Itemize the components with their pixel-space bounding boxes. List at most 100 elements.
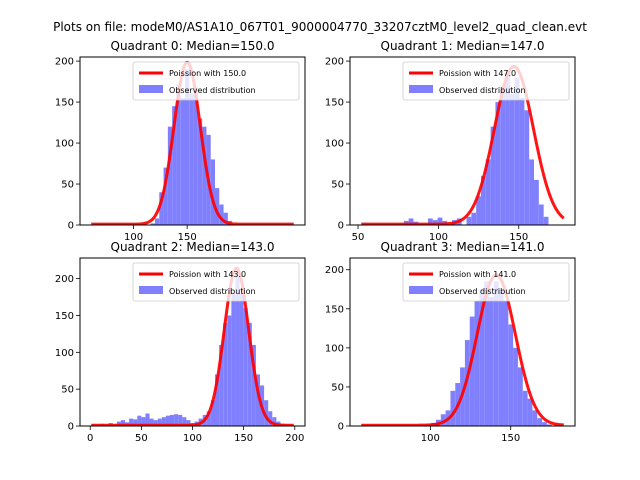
histogram-bar (485, 159, 491, 225)
histogram-bar (180, 97, 185, 225)
histogram-bar (174, 414, 179, 426)
histogram-bar (490, 126, 496, 225)
histogram-bar (493, 281, 499, 426)
y-tick-label: 100 (325, 139, 344, 150)
x-tick-label: 100 (183, 433, 202, 444)
legend-bar-swatch (139, 286, 163, 294)
legend-label-observed: Observed distribution (169, 86, 256, 95)
histogram-bar (440, 414, 446, 426)
legend-label-poisson: Poission with 147.0 (439, 69, 516, 78)
histogram-bar (471, 212, 477, 225)
histogram-bar (509, 93, 515, 225)
histogram-bar (219, 204, 224, 225)
histogram-bar (141, 417, 146, 426)
legend-bar-swatch (409, 286, 433, 294)
histogram-bar (498, 289, 504, 426)
y-tick-label: 50 (331, 382, 344, 393)
histogram-bar (120, 420, 125, 426)
y-tick-label: 150 (325, 304, 344, 315)
histogram-bar (235, 274, 240, 426)
histogram-bars (150, 69, 233, 225)
histogram-bars (92, 274, 289, 426)
histogram-bar (524, 110, 530, 225)
histogram-bar (500, 89, 506, 225)
histogram-bar (474, 300, 480, 426)
histogram-bar (165, 415, 170, 426)
histogram-bar (408, 218, 414, 225)
histogram-bar (251, 344, 256, 426)
axes-frame (349, 257, 576, 427)
subplot-grid: Quadrant 0: Median=150.0 100 150 0 50 100 150 2… (55, 39, 576, 444)
histogram-bar (505, 73, 510, 225)
legend-label-poisson: Poission with 143.0 (169, 270, 246, 279)
x-tick-label: 150 (509, 232, 528, 243)
subplot-quadrant-1: Quadrant 1: Median=147.0 50 100 150 0 50 100 15… (325, 39, 576, 243)
histogram-bar (202, 126, 207, 225)
histogram-bar (532, 410, 538, 426)
histogram-bar (137, 415, 142, 426)
x-tick-label: 0 (87, 433, 93, 444)
histogram-bar (243, 308, 248, 426)
histogram-bars (403, 73, 549, 225)
x-tick-label: 100 (124, 232, 143, 243)
histogram-bar (210, 159, 215, 225)
histogram-bar (231, 293, 236, 426)
histogram-bar (133, 419, 138, 426)
x-tick-label: 150 (501, 433, 520, 444)
histogram-bar (537, 418, 543, 426)
histogram-bar (210, 400, 215, 426)
histogram-bar (466, 216, 472, 225)
histogram-bar (546, 424, 552, 426)
legend: Poission with 150.0 Observed distribution (132, 61, 300, 101)
histogram-bar (163, 167, 168, 225)
histogram-bar (153, 420, 158, 426)
legend-label-observed: Observed distribution (169, 287, 256, 296)
histogram-bar (193, 87, 198, 225)
histogram-bar (489, 297, 494, 426)
y-tick-label: 50 (61, 385, 74, 396)
histogram-bar (272, 417, 277, 426)
histogram-bar (529, 159, 535, 225)
histogram-bar (161, 417, 166, 426)
legend-label-poisson: Poission with 150.0 (169, 69, 246, 78)
figure-suptitle: Plots on file: modeM0/AS1A10_067T01_9000… (53, 20, 587, 34)
histogram-bar (513, 347, 518, 426)
subplot-title: Quadrant 3: Median=141.0 (381, 240, 545, 254)
histogram-bar (479, 289, 485, 426)
histogram-bar (186, 420, 191, 426)
histogram-bar (450, 390, 456, 426)
poisson-fit-line (91, 266, 294, 426)
histogram-bar (543, 216, 549, 225)
y-tick-label: 0 (68, 422, 74, 433)
histogram-bar (480, 175, 486, 225)
histogram-bar (503, 300, 509, 426)
poisson-fit-line (361, 273, 564, 426)
y-tick-label: 150 (325, 98, 344, 109)
histogram-bar (476, 196, 481, 225)
histogram-bar (432, 220, 438, 225)
histogram-bar (239, 293, 244, 426)
y-tick-label: 50 (61, 180, 74, 191)
legend-label-poisson: Poission with 141.0 (439, 270, 516, 279)
histogram-bar (522, 390, 528, 426)
legend-bar-swatch (409, 85, 433, 93)
histogram-bar (538, 204, 544, 225)
y-tick-label: 100 (55, 139, 74, 150)
histogram-bar (172, 106, 177, 225)
poisson-fit-line (361, 64, 565, 225)
y-tick-label: 200 (55, 57, 74, 68)
subplot-title: Quadrant 0: Median=150.0 (111, 39, 275, 53)
y-tick-label: 50 (331, 180, 344, 191)
histogram-bar (484, 281, 490, 426)
axes-frame (79, 56, 306, 226)
y-tick-label: 0 (338, 422, 344, 433)
y-tick-label: 150 (55, 311, 74, 322)
y-tick-label: 200 (325, 265, 344, 276)
axes-frame (349, 56, 576, 226)
subplot-title: Quadrant 1: Median=147.0 (381, 39, 545, 53)
histogram-bar (150, 223, 155, 225)
legend: Poission with 141.0 Observed distribution (402, 262, 570, 302)
legend-label-observed: Observed distribution (439, 86, 526, 95)
histogram-bar (268, 411, 273, 426)
